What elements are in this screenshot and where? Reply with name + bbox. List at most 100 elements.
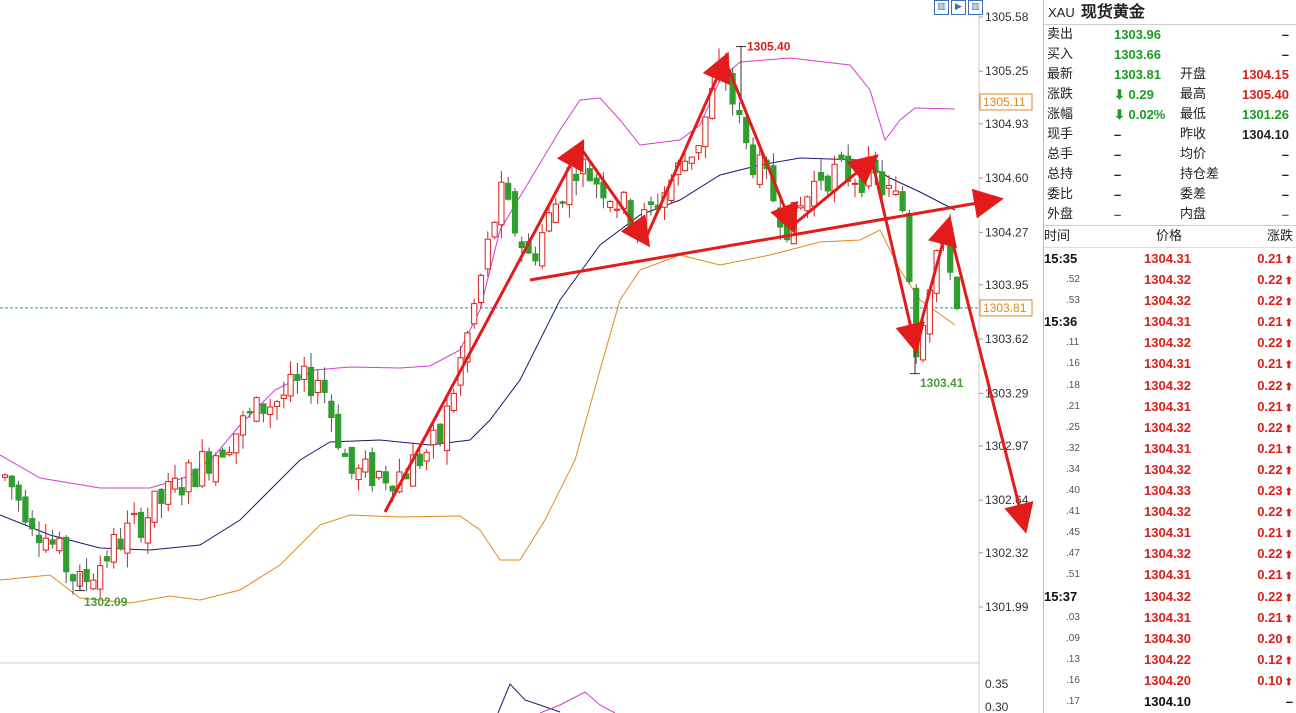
tick-row[interactable]: .11 1304.32 0.22 ⬆: [1044, 332, 1296, 353]
tick-row[interactable]: .45 1304.31 0.21 ⬆: [1044, 522, 1296, 543]
tick-price: 1304.32: [1144, 546, 1191, 562]
play-icon[interactable]: ▶: [951, 0, 966, 15]
tick-row[interactable]: .18 1304.32 0.22 ⬆: [1044, 375, 1296, 396]
symbol-code: XAU: [1048, 5, 1075, 20]
quote-label: 最新: [1047, 67, 1074, 82]
tick-time: .40: [1066, 485, 1080, 497]
candle-up: [464, 332, 471, 363]
quote-value: ⬇ 0.29: [1114, 87, 1154, 102]
tick-row[interactable]: .41 1304.32 0.22 ⬆: [1044, 501, 1296, 522]
tick-row[interactable]: .13 1304.22 0.12 ⬆: [1044, 649, 1296, 670]
candle-up: [430, 429, 437, 446]
tick-change: 0.21 ⬆: [1257, 396, 1293, 419]
tick-change: 0.21 ⬆: [1257, 353, 1293, 376]
tick-row[interactable]: .21 1304.31 0.21 ⬆: [1044, 396, 1296, 417]
tick-row[interactable]: .53 1304.32 0.22 ⬆: [1044, 290, 1296, 311]
tick-change-value: 0.21: [1257, 398, 1283, 414]
quote-label: 涨幅: [1047, 107, 1074, 122]
tick-row[interactable]: .34 1304.32 0.22 ⬆: [1044, 459, 1296, 480]
tick-time: .53: [1066, 295, 1080, 307]
tick-list[interactable]: 15:35 1304.31 0.21 ⬆ .52 1304.32 0.22 ⬆ .53 1304.…: [1044, 248, 1296, 712]
candle-up: [239, 415, 247, 436]
tick-row[interactable]: 15:36 1304.31 0.21 ⬆: [1044, 311, 1296, 332]
candle-up: [273, 401, 281, 407]
candle-up: [151, 490, 158, 523]
tick-row[interactable]: .32 1304.31 0.21 ⬆: [1044, 438, 1296, 459]
tick-change: 0.22 ⬆: [1257, 459, 1293, 482]
tick-price: 1304.31: [1144, 314, 1191, 330]
quote-label: 委差: [1180, 187, 1207, 202]
candle-down: [294, 374, 301, 381]
quote-value: –: [1114, 187, 1122, 202]
ticks-header: 时间 价格 涨跌: [1044, 226, 1296, 248]
quote-label: 涨跌: [1047, 87, 1074, 102]
tick-price: 1304.31: [1144, 251, 1191, 266]
tick-row[interactable]: .40 1304.33 0.23 ⬆: [1044, 480, 1296, 501]
quote-value: –: [1281, 47, 1289, 62]
tick-change-value: 0.22: [1257, 419, 1283, 435]
candle-up: [695, 145, 702, 154]
upper-band-tag: 1305.11: [983, 95, 1026, 109]
tick-time: .32: [1066, 442, 1080, 454]
up-arrow-icon: ⬆: [1284, 508, 1293, 520]
tick-time: .11: [1066, 337, 1080, 349]
candle-up: [641, 209, 648, 235]
tick-change-value: 0.21: [1257, 314, 1283, 330]
tick-row[interactable]: 15:37 1304.32 0.22 ⬆: [1044, 586, 1296, 607]
tick-row[interactable]: .25 1304.32 0.22 ⬆: [1044, 417, 1296, 438]
tick-change: 0.22 ⬆: [1257, 332, 1293, 355]
candle-up: [226, 451, 233, 456]
tick-row[interactable]: .52 1304.32 0.22 ⬆: [1044, 269, 1296, 290]
candle-up: [491, 221, 498, 238]
tick-price: 1304.32: [1144, 588, 1191, 604]
tick-row[interactable]: .17 1304.10 –: [1044, 691, 1296, 712]
tick-change-value: 0.22: [1257, 377, 1283, 393]
zoom-out-icon[interactable]: ▥: [968, 0, 983, 15]
zoom-in-icon[interactable]: ▥: [934, 0, 949, 15]
indicator-axis-label: 0.35: [985, 677, 1009, 691]
quote-label: 昨收: [1180, 127, 1207, 142]
tick-row[interactable]: 15:35 1304.31 0.21 ⬆: [1044, 248, 1296, 269]
tick-row[interactable]: .16 1304.20 0.10 ⬆: [1044, 670, 1296, 691]
quote-row: 外盘 – 内盘 –: [1044, 205, 1296, 225]
tick-row[interactable]: .51 1304.31 0.21 ⬆: [1044, 564, 1296, 585]
tick-change-value: 0.21: [1257, 567, 1283, 583]
candle-up: [688, 156, 695, 164]
tick-row[interactable]: .16 1304.31 0.21 ⬆: [1044, 353, 1296, 374]
quote-value: 1305.40: [1242, 87, 1289, 102]
candle-down: [817, 171, 825, 181]
y-axis-label: 1304.93: [985, 117, 1029, 131]
low-label-right: 1303.41: [920, 376, 964, 390]
candle-down: [573, 173, 580, 182]
tick-change: 0.21 ⬆: [1257, 522, 1293, 545]
candle-up: [287, 373, 294, 397]
tick-row[interactable]: .03 1304.31 0.21 ⬆: [1044, 607, 1296, 628]
candlestick-chart-area[interactable]: 1305.58 1305.25 1304.93 1304.60 1304.27 1303.…: [0, 0, 1043, 713]
tick-price: 1304.31: [1144, 440, 1191, 456]
trend-arrow: [946, 223, 1034, 534]
candle-up: [253, 397, 260, 422]
ticks-header-price: 价格: [1156, 229, 1183, 244]
quote-value: –: [1114, 147, 1122, 162]
candle-up: [1, 474, 9, 478]
candle-down: [559, 201, 566, 204]
quote-value: 1301.26: [1242, 107, 1289, 122]
tick-price: 1304.31: [1144, 398, 1191, 414]
trend-arrow: [383, 139, 585, 513]
up-arrow-icon: ⬆: [1284, 550, 1293, 562]
quote-label: 内盘: [1180, 207, 1207, 222]
candle-up: [885, 184, 893, 189]
tick-change-value: 0.22: [1257, 272, 1283, 288]
tick-row[interactable]: .47 1304.32 0.22 ⬆: [1044, 543, 1296, 564]
tick-change-value: 0.22: [1257, 546, 1283, 562]
tick-row[interactable]: .09 1304.30 0.20 ⬆: [1044, 628, 1296, 649]
up-arrow-icon: ⬆: [1284, 297, 1293, 309]
quote-row: 现手 – 昨收 1304.10: [1044, 125, 1296, 145]
candle-up: [613, 208, 621, 211]
tick-price: 1304.32: [1144, 461, 1191, 477]
candle-down: [593, 177, 600, 185]
last-price-tag-box: [979, 299, 1033, 317]
candle-down: [382, 471, 389, 484]
upper-band-tag-box: [979, 93, 1033, 111]
up-arrow-icon: ⬆: [1284, 381, 1293, 393]
